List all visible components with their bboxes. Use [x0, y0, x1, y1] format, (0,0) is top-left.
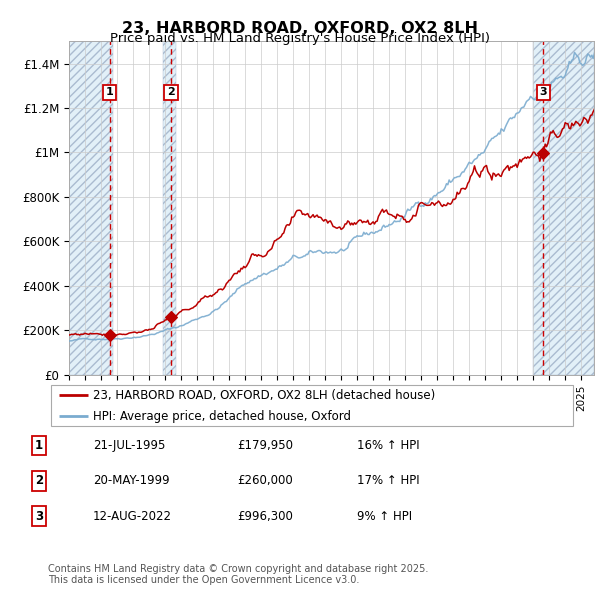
Bar — [163, 41, 176, 375]
Text: 2: 2 — [167, 87, 175, 97]
Text: HPI: Average price, detached house, Oxford: HPI: Average price, detached house, Oxfo… — [93, 409, 351, 423]
Text: 2: 2 — [35, 474, 43, 487]
Text: 23, HARBORD ROAD, OXFORD, OX2 8LH (detached house): 23, HARBORD ROAD, OXFORD, OX2 8LH (detac… — [93, 388, 435, 402]
Bar — [533, 41, 594, 375]
Text: 1: 1 — [106, 87, 113, 97]
Text: £179,950: £179,950 — [237, 439, 293, 452]
Point — [538, 149, 548, 158]
Point — [166, 312, 176, 322]
Text: Contains HM Land Registry data © Crown copyright and database right 2025.
This d: Contains HM Land Registry data © Crown c… — [48, 563, 428, 585]
Text: 3: 3 — [539, 87, 547, 97]
FancyBboxPatch shape — [50, 385, 574, 426]
Text: 21-JUL-1995: 21-JUL-1995 — [93, 439, 166, 452]
Text: 17% ↑ HPI: 17% ↑ HPI — [357, 474, 419, 487]
Bar — [533, 41, 594, 375]
Bar — [69, 41, 113, 375]
Text: 12-AUG-2022: 12-AUG-2022 — [93, 510, 172, 523]
Text: £260,000: £260,000 — [237, 474, 293, 487]
Text: Price paid vs. HM Land Registry's House Price Index (HPI): Price paid vs. HM Land Registry's House … — [110, 32, 490, 45]
Text: £996,300: £996,300 — [237, 510, 293, 523]
Text: 23, HARBORD ROAD, OXFORD, OX2 8LH: 23, HARBORD ROAD, OXFORD, OX2 8LH — [122, 21, 478, 35]
Text: 16% ↑ HPI: 16% ↑ HPI — [357, 439, 419, 452]
Bar — [69, 41, 113, 375]
Text: 3: 3 — [35, 510, 43, 523]
Bar — [163, 41, 176, 375]
Text: 9% ↑ HPI: 9% ↑ HPI — [357, 510, 412, 523]
Text: 20-MAY-1999: 20-MAY-1999 — [93, 474, 170, 487]
Point — [105, 330, 115, 339]
Text: 1: 1 — [35, 439, 43, 452]
